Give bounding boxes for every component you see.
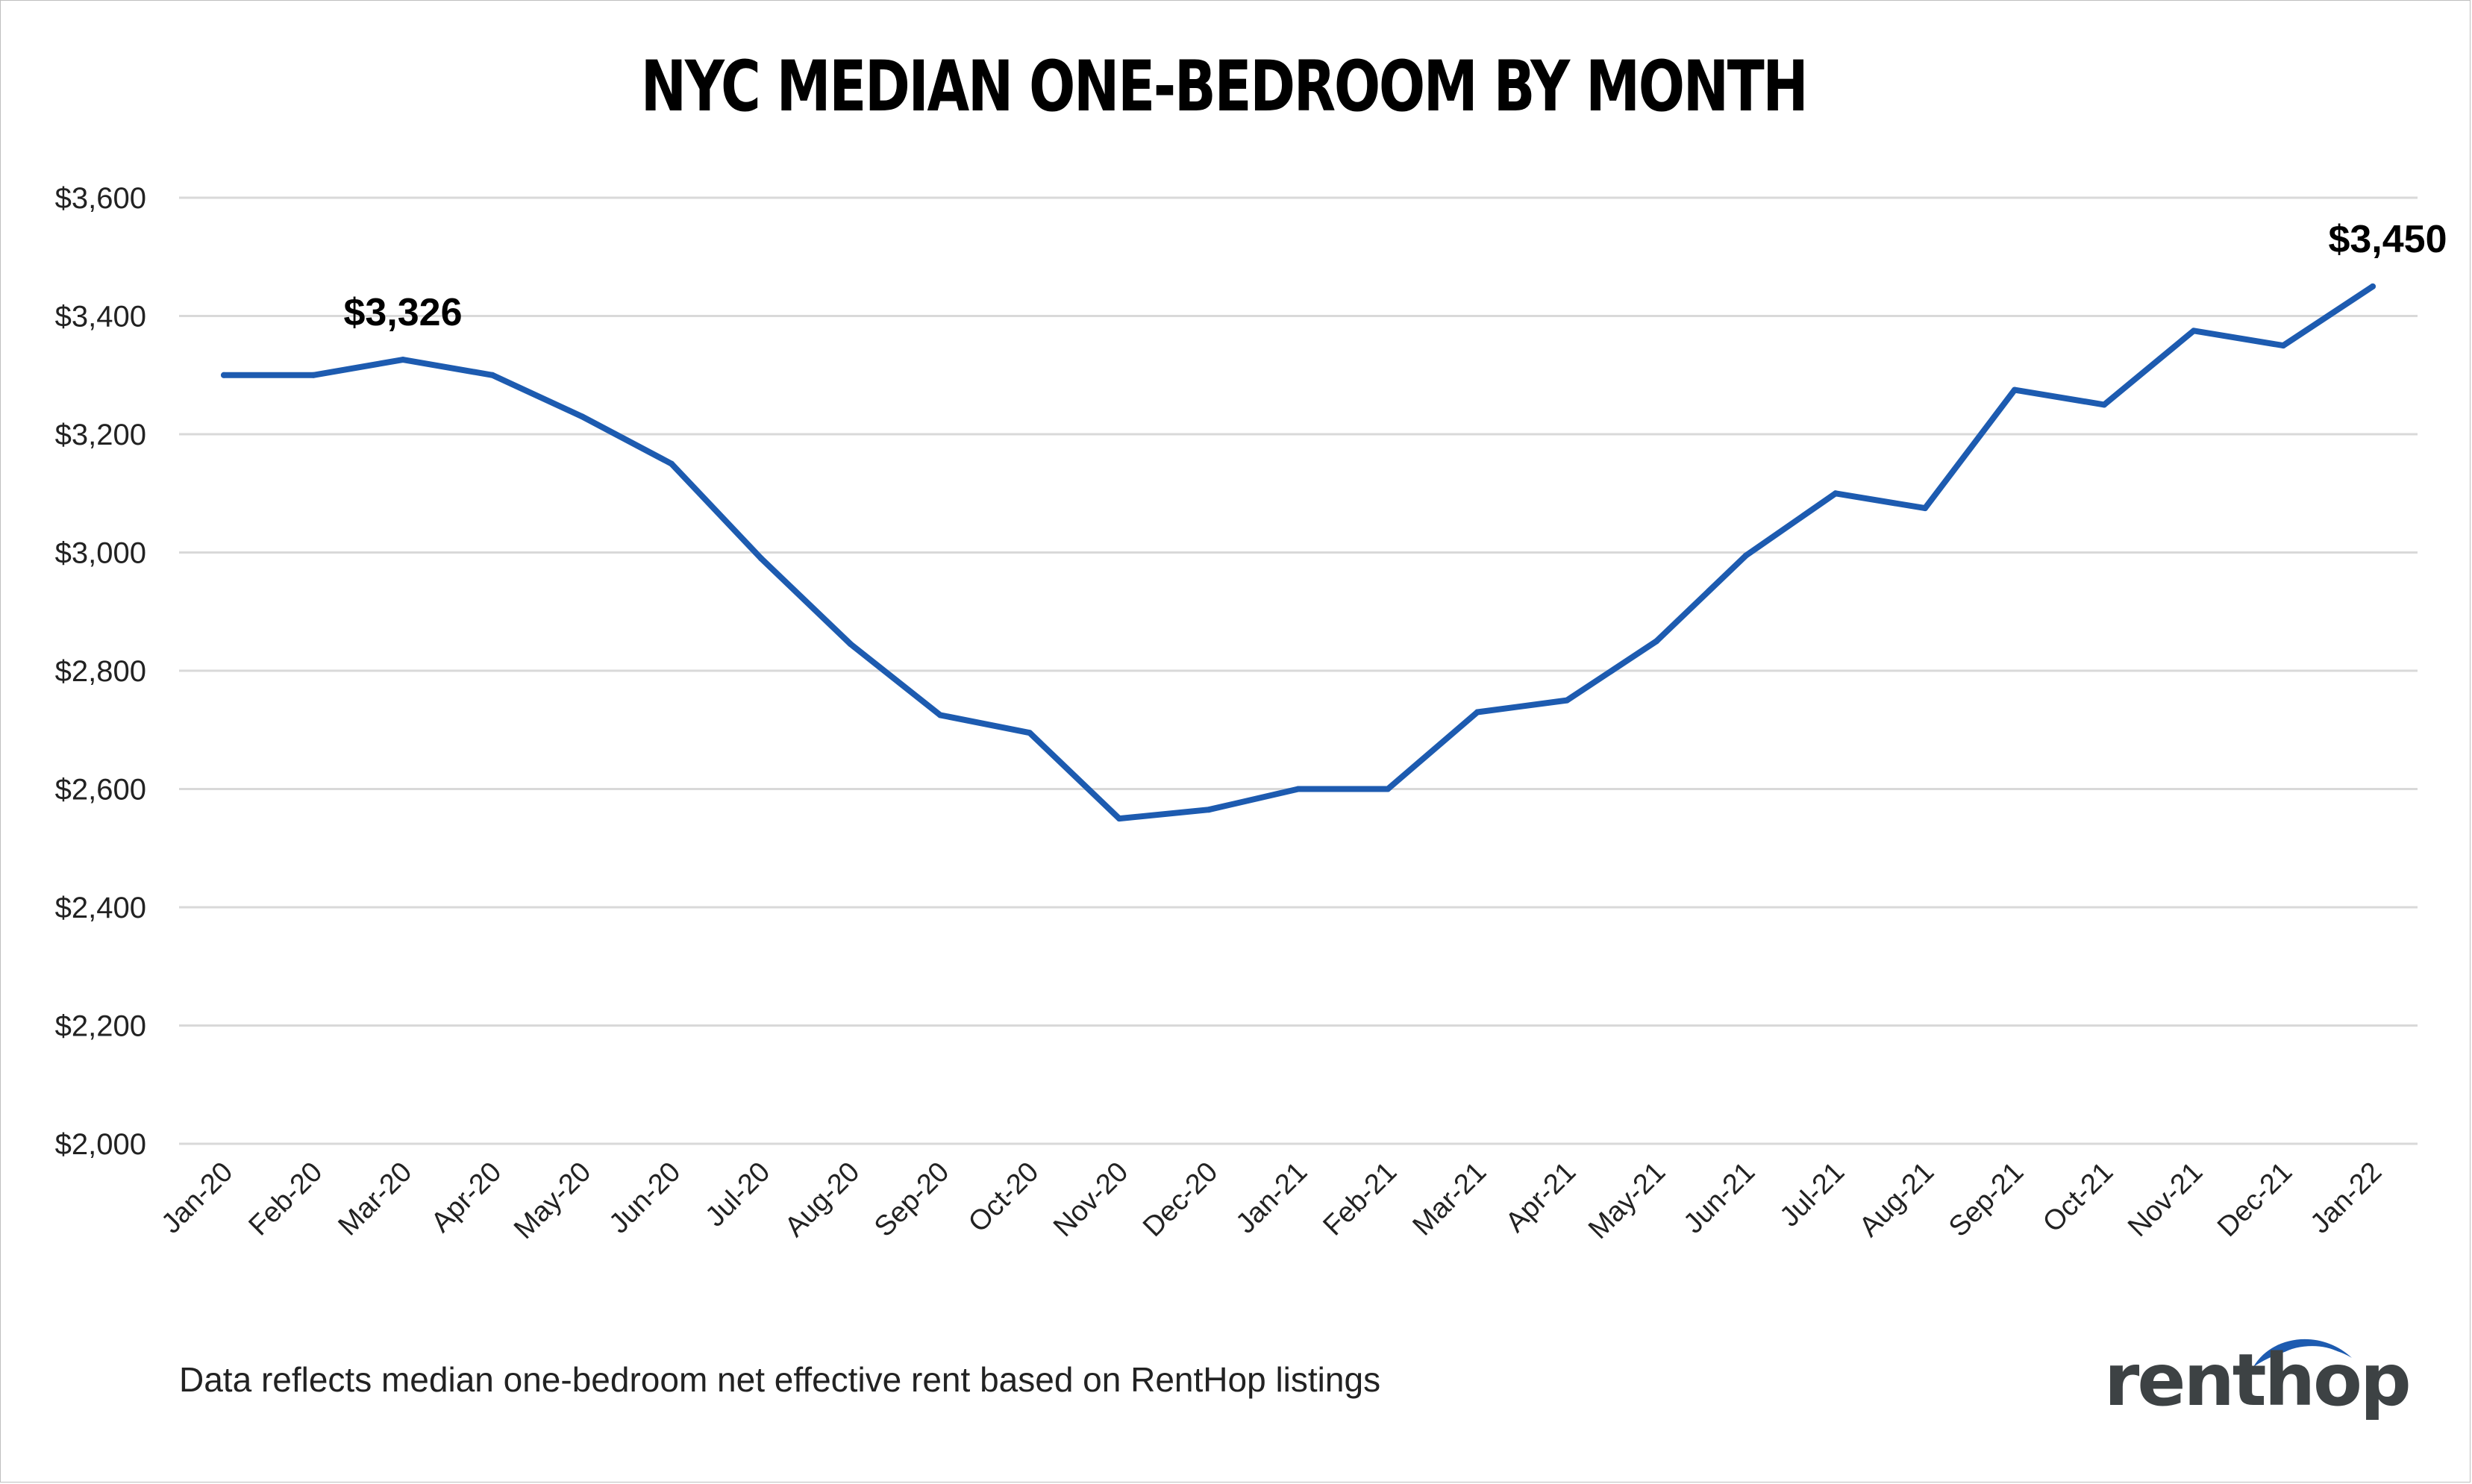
x-tick-label: Jan-21 xyxy=(1230,1156,1313,1240)
data-point xyxy=(489,372,495,378)
data-point xyxy=(221,372,227,378)
data-point xyxy=(1116,815,1122,822)
x-tick-label: Jun-20 xyxy=(603,1156,686,1240)
data-point xyxy=(669,460,675,467)
x-tick-label: Sep-20 xyxy=(869,1156,955,1243)
y-axis-tick-labels: $2,000 $2,200 $2,400 $2,600 $2,800 $3,000 $3,2… xyxy=(55,182,146,1161)
data-point xyxy=(310,372,316,378)
x-tick-label: Jun-21 xyxy=(1677,1156,1761,1240)
y-tick-label: $3,200 xyxy=(55,419,146,451)
x-tick-label: Feb-20 xyxy=(243,1156,329,1242)
y-tick-label: $3,000 xyxy=(55,537,146,570)
x-tick-label: Apr-20 xyxy=(425,1156,507,1239)
data-point xyxy=(1922,505,1928,512)
data-point xyxy=(1206,807,1212,813)
x-tick-label: Dec-20 xyxy=(1137,1156,1224,1243)
x-tick-label: Nov-21 xyxy=(2122,1156,2209,1243)
data-point xyxy=(1653,638,1659,645)
x-tick-label: Feb-21 xyxy=(1318,1156,1404,1242)
x-tick-label: Jul-20 xyxy=(699,1156,776,1233)
renthop-logo: renthop xyxy=(2104,1328,2418,1447)
data-point xyxy=(2101,401,2107,408)
data-point xyxy=(1474,709,1480,716)
annotations: $3,326 $3,450 xyxy=(343,218,2447,334)
x-tick-label: Aug-20 xyxy=(779,1156,866,1243)
y-tick-label: $2,600 xyxy=(55,774,146,807)
data-label: $3,450 xyxy=(2328,218,2447,261)
data-point xyxy=(2191,328,2197,334)
data-point xyxy=(2012,386,2018,393)
data-point xyxy=(579,413,585,420)
data-label: $3,326 xyxy=(343,291,462,334)
footnote: Data reflects median one-bedroom net eff… xyxy=(179,1360,1381,1399)
x-tick-label: Mar-21 xyxy=(1407,1156,1493,1242)
y-tick-label: $2,400 xyxy=(55,892,146,924)
chart-title: NYC MEDIAN ONE-BEDROOM BY MONTH xyxy=(640,46,1809,128)
gridlines xyxy=(179,196,2418,1145)
x-tick-label: Nov-20 xyxy=(1048,1156,1134,1243)
x-tick-label: May-20 xyxy=(508,1156,597,1245)
data-point xyxy=(1295,786,1301,792)
x-tick-label: Aug-21 xyxy=(1853,1156,1940,1243)
y-tick-label: $3,400 xyxy=(55,301,146,334)
x-tick-label: Jan-22 xyxy=(2304,1156,2388,1240)
x-tick-label: Oct-21 xyxy=(2037,1156,2119,1239)
series-line-group xyxy=(221,283,2376,822)
x-tick-label: Sep-21 xyxy=(1943,1156,2030,1243)
x-tick-label: Apr-21 xyxy=(1500,1156,1582,1239)
data-point xyxy=(2280,342,2286,349)
x-tick-label: Jul-21 xyxy=(1774,1156,1850,1233)
x-tick-label: Oct-20 xyxy=(963,1156,1045,1239)
x-tick-label: Dec-21 xyxy=(2212,1156,2298,1243)
data-point xyxy=(1027,730,1033,736)
data-point xyxy=(848,641,854,648)
data-point xyxy=(1385,786,1391,792)
y-tick-label: $2,800 xyxy=(55,655,146,688)
x-tick-label: Mar-20 xyxy=(333,1156,419,1242)
x-tick-label: May-21 xyxy=(1583,1156,1671,1245)
data-point xyxy=(937,712,943,718)
y-tick-label: $3,600 xyxy=(55,182,146,215)
y-tick-label: $2,200 xyxy=(55,1010,146,1043)
x-tick-label: Jan-20 xyxy=(155,1156,239,1240)
data-point xyxy=(758,555,764,562)
data-point xyxy=(1833,490,1839,497)
x-axis-tick-labels: Jan-20 Feb-20 Mar-20 Apr-20 May-20 Jun-20 Jul-… xyxy=(155,1156,2388,1245)
data-point xyxy=(2370,283,2376,289)
data-point xyxy=(1564,697,1570,704)
data-point xyxy=(1743,552,1749,559)
y-tick-label: $2,000 xyxy=(55,1128,146,1161)
logo-arc-icon xyxy=(2253,1339,2352,1367)
data-point xyxy=(400,357,406,363)
logo-wordmark: renthop xyxy=(2104,1339,2412,1422)
